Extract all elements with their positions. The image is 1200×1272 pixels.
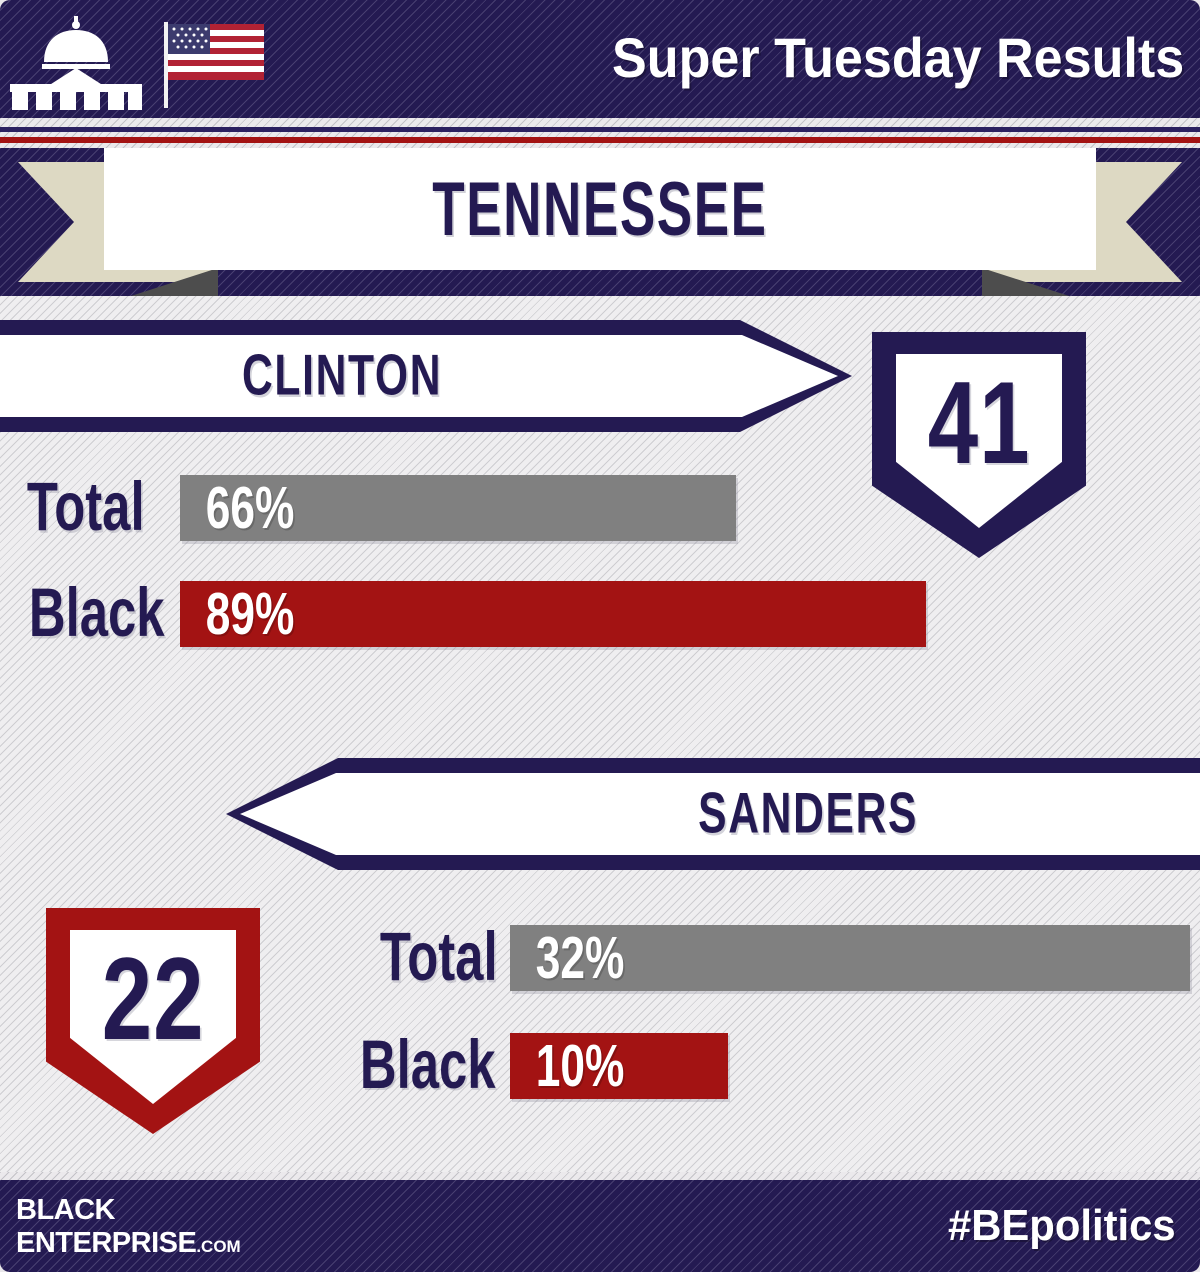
delegate-badge-clinton: 41 bbox=[872, 332, 1086, 558]
candidate-name-clinton: CLINTON bbox=[0, 320, 852, 432]
delegate-badge-sanders: 22 bbox=[46, 908, 260, 1134]
state-banner: TENNESSEE bbox=[0, 148, 1200, 304]
stat-row-sanders-total: Total 32% bbox=[330, 920, 1190, 996]
candidate-name-sanders-text: SANDERS bbox=[697, 782, 918, 846]
black-enterprise-logo[interactable]: BLACK ENTERPRISE.COM bbox=[16, 1196, 241, 1258]
delegate-count-clinton-text: 41 bbox=[927, 357, 1031, 488]
stat-label-clinton-total-text: Total bbox=[26, 469, 145, 546]
stat-value-clinton-total: 66% bbox=[180, 475, 304, 541]
stat-row-clinton-total: Total 66% bbox=[14, 470, 736, 546]
stat-value-clinton-black: 89% bbox=[180, 581, 304, 647]
divider-stripe-white-mid bbox=[0, 132, 1200, 137]
stat-value-sanders-total: 32% bbox=[510, 925, 634, 991]
logo-dotcom: .COM bbox=[196, 1237, 241, 1256]
arrow-fill-sanders bbox=[240, 773, 1200, 855]
stat-value-sanders-black-text: 10% bbox=[535, 1032, 625, 1099]
stat-label-clinton-black: Black bbox=[14, 576, 180, 652]
delegate-count-sanders-text: 22 bbox=[101, 933, 205, 1064]
state-banner-panel: TENNESSEE bbox=[104, 148, 1096, 270]
stat-label-sanders-total-text: Total bbox=[379, 919, 498, 996]
capitol-dome-icon bbox=[10, 16, 142, 110]
stat-label-sanders-total: Total bbox=[330, 920, 510, 996]
candidate-arrow-sanders: SANDERS bbox=[226, 758, 1200, 870]
stat-bar-clinton-black: 89% bbox=[180, 580, 926, 647]
logo-line-enterprise: ENTERPRISE.COM bbox=[16, 1229, 241, 1258]
divider-stripe-white-top bbox=[0, 118, 1200, 127]
candidate-name-sanders: SANDERS bbox=[226, 758, 1200, 870]
stat-bar-sanders-total: 32% bbox=[510, 924, 1190, 991]
stat-bar-clinton-total: 66% bbox=[180, 474, 736, 541]
stat-value-sanders-total-text: 32% bbox=[535, 924, 625, 991]
stat-row-sanders-black: Black 10% bbox=[330, 1028, 728, 1104]
header-bar: Super Tuesday Results bbox=[0, 0, 1200, 118]
hashtag-text: #BEpolitics bbox=[948, 1201, 1177, 1250]
delegate-count-clinton: 41 bbox=[872, 332, 1086, 558]
us-flag-icon bbox=[164, 22, 264, 108]
stat-label-clinton-black-text: Black bbox=[28, 575, 165, 652]
hashtag-bepolitics[interactable]: #BEpolitics bbox=[942, 1196, 1182, 1256]
stat-bar-sanders-black: 10% bbox=[510, 1032, 728, 1099]
candidate-arrow-clinton: CLINTON bbox=[0, 320, 852, 432]
delegate-count-sanders: 22 bbox=[46, 908, 260, 1134]
stat-value-clinton-black-text: 89% bbox=[205, 580, 295, 647]
logo-line-black: BLACK bbox=[16, 1194, 115, 1226]
arrow-fill-clinton bbox=[0, 335, 838, 417]
candidate-name-clinton-text: CLINTON bbox=[241, 344, 443, 408]
page-title: Super Tuesday Results bbox=[611, 26, 1184, 89]
logo-enterprise-word: ENTERPRISE bbox=[16, 1227, 197, 1259]
stat-row-clinton-black: Black 89% bbox=[14, 576, 926, 652]
divider-stripe-navy bbox=[0, 127, 1200, 132]
stat-label-clinton-total: Total bbox=[14, 470, 180, 546]
stat-label-sanders-black-text: Black bbox=[359, 1027, 496, 1104]
stat-value-sanders-black: 10% bbox=[510, 1033, 634, 1099]
stat-value-clinton-total-text: 66% bbox=[205, 474, 295, 541]
divider-stripe-white-bottom bbox=[0, 143, 1200, 148]
footer-bar: BLACK ENTERPRISE.COM #BEpolitics bbox=[0, 1180, 1200, 1272]
footer-divider bbox=[0, 1172, 1200, 1180]
state-name: TENNESSEE bbox=[432, 166, 768, 252]
divider-stripe-red bbox=[0, 137, 1200, 143]
stat-label-sanders-black: Black bbox=[330, 1028, 510, 1104]
